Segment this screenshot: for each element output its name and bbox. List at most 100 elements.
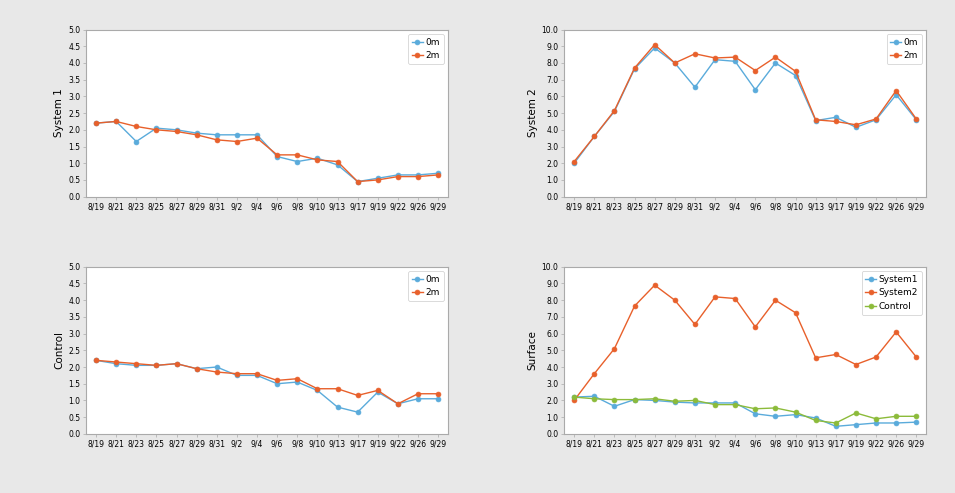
2m [649, 41, 661, 47]
System2 [669, 297, 681, 303]
Legend: 0m, 2m: 0m, 2m [409, 271, 444, 301]
0m [850, 124, 861, 130]
0m [393, 401, 404, 407]
2m [351, 392, 363, 398]
0m [413, 396, 424, 402]
System1 [850, 422, 861, 427]
2m [251, 371, 263, 377]
2m [433, 172, 444, 178]
0m [171, 361, 182, 367]
0m [890, 92, 902, 98]
Line: 2m: 2m [94, 358, 440, 406]
2m [669, 60, 681, 66]
0m [151, 125, 162, 131]
2m [171, 129, 182, 135]
0m [91, 120, 102, 126]
2m [91, 120, 102, 126]
Line: System1: System1 [572, 394, 919, 429]
0m [171, 127, 182, 133]
2m [890, 88, 902, 94]
Control [830, 420, 841, 426]
Legend: System1, System2, Control: System1, System2, Control [861, 271, 922, 315]
2m [191, 132, 202, 138]
2m [211, 137, 223, 143]
Control [770, 405, 781, 411]
Control [810, 418, 821, 423]
System2 [690, 321, 701, 327]
Line: 0m: 0m [94, 119, 440, 184]
0m [393, 172, 404, 178]
0m [351, 409, 363, 415]
System2 [710, 294, 721, 300]
System2 [830, 352, 841, 357]
0m [413, 172, 424, 178]
0m [331, 404, 343, 410]
Line: Control: Control [572, 395, 919, 425]
Legend: 0m, 2m: 0m, 2m [886, 34, 922, 64]
Control [608, 397, 620, 403]
0m [271, 154, 283, 160]
System1 [710, 400, 721, 406]
Legend: 0m, 2m: 0m, 2m [409, 34, 444, 64]
System2 [870, 354, 881, 360]
2m [588, 134, 600, 140]
System1 [568, 394, 580, 400]
Control [850, 410, 861, 416]
2m [271, 378, 283, 384]
0m [750, 87, 761, 93]
System2 [810, 355, 821, 361]
2m [770, 54, 781, 60]
System1 [770, 413, 781, 419]
2m [372, 177, 384, 183]
2m [131, 124, 142, 130]
System1 [810, 415, 821, 421]
Control [568, 394, 580, 400]
0m [351, 178, 363, 184]
0m [131, 139, 142, 144]
0m [730, 58, 741, 64]
Y-axis label: Surface: Surface [527, 330, 538, 370]
System2 [850, 361, 861, 367]
0m [588, 134, 600, 140]
2m [291, 152, 303, 158]
2m [413, 391, 424, 397]
System1 [870, 420, 881, 426]
2m [433, 391, 444, 397]
2m [111, 359, 122, 365]
System2 [890, 329, 902, 335]
0m [231, 132, 243, 138]
0m [568, 160, 580, 166]
2m [351, 178, 363, 184]
0m [111, 361, 122, 367]
System2 [790, 310, 801, 316]
System1 [890, 420, 902, 426]
Y-axis label: System 2: System 2 [527, 89, 538, 138]
System1 [690, 400, 701, 406]
2m [231, 139, 243, 144]
2m [111, 118, 122, 124]
Y-axis label: Control: Control [54, 331, 64, 369]
Line: 2m: 2m [572, 42, 919, 164]
2m [211, 369, 223, 375]
0m [870, 117, 881, 123]
0m [372, 176, 384, 181]
0m [271, 381, 283, 387]
0m [191, 366, 202, 372]
2m [231, 371, 243, 377]
2m [311, 157, 323, 163]
2m [151, 127, 162, 133]
2m [151, 362, 162, 368]
System1 [649, 397, 661, 403]
System2 [628, 303, 640, 309]
0m [151, 362, 162, 368]
2m [393, 174, 404, 179]
Control [870, 416, 881, 422]
Control [890, 413, 902, 419]
2m [372, 387, 384, 393]
2m [413, 174, 424, 179]
System1 [608, 403, 620, 409]
2m [91, 357, 102, 363]
0m [311, 155, 323, 161]
System2 [770, 297, 781, 303]
2m [191, 366, 202, 372]
